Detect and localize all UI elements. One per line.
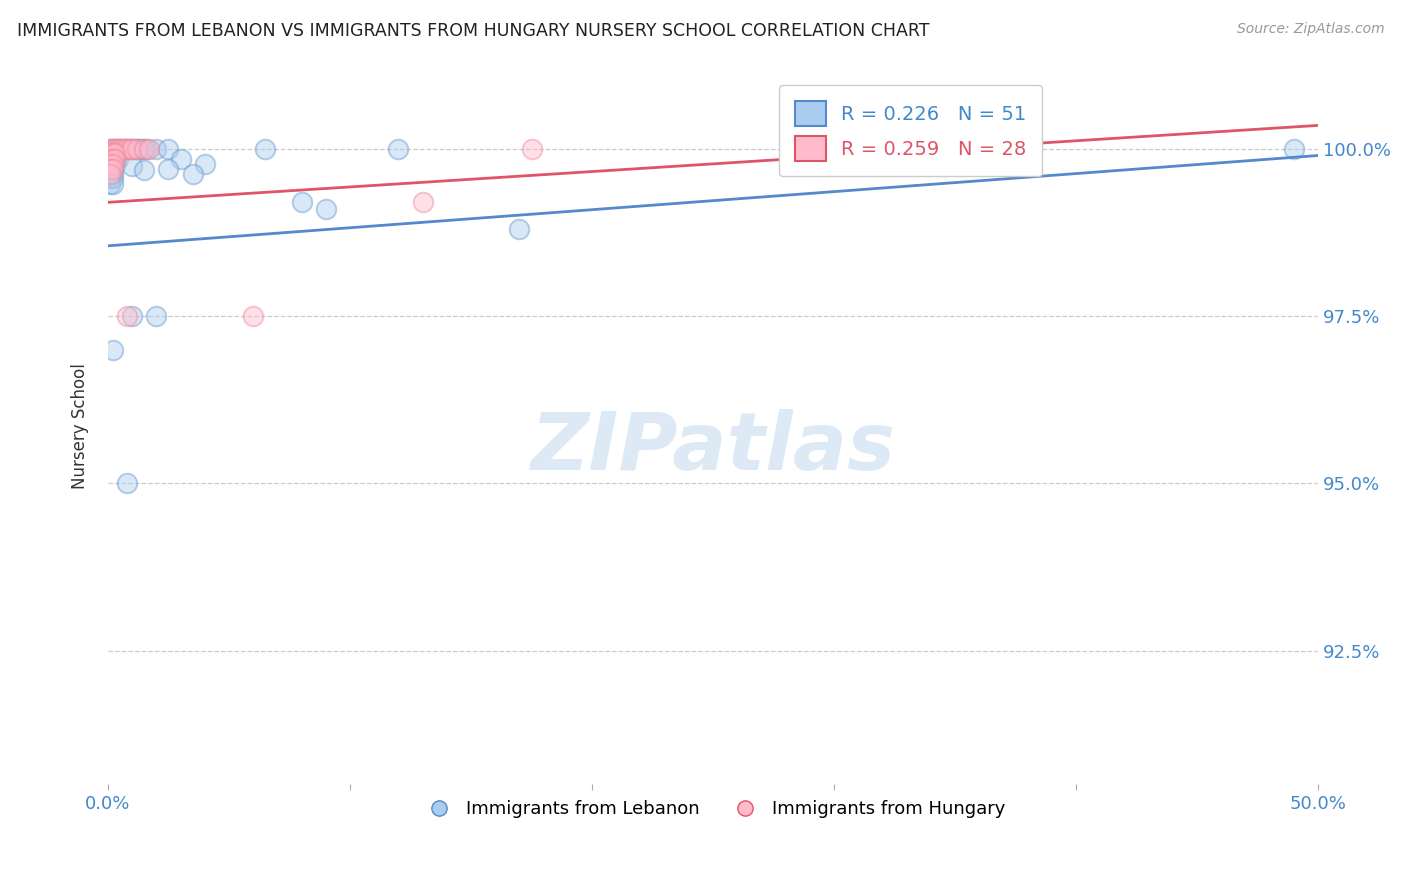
Point [104, 146, 127, 161]
Point [181, 167, 204, 181]
Point [157, 161, 180, 176]
Point [254, 142, 277, 156]
Point [387, 142, 409, 156]
Point [111, 142, 134, 156]
Point [117, 476, 139, 491]
Point [125, 142, 148, 156]
Point [145, 309, 167, 323]
Point [121, 309, 143, 323]
Point [101, 142, 124, 156]
Point [108, 142, 131, 156]
Point [1282, 142, 1305, 156]
Point [111, 142, 134, 156]
Point [138, 142, 160, 156]
Point [100, 142, 122, 156]
Point [114, 142, 136, 156]
Point [134, 142, 156, 156]
Point [169, 152, 191, 166]
Point [125, 142, 148, 156]
Point [101, 152, 124, 166]
Point [117, 142, 139, 156]
Point [145, 142, 167, 156]
Point [315, 202, 337, 216]
Point [100, 152, 122, 166]
Point [135, 142, 157, 156]
Point [100, 167, 122, 181]
Point [107, 142, 129, 156]
Point [101, 161, 124, 176]
Point [412, 195, 434, 210]
Point [101, 177, 124, 191]
Point [128, 142, 150, 156]
Point [121, 159, 143, 173]
Text: ZIPatlas: ZIPatlas [530, 409, 896, 487]
Point [134, 163, 156, 178]
Point [117, 142, 139, 156]
Point [117, 309, 139, 323]
Point [194, 156, 217, 170]
Point [107, 142, 129, 156]
Point [101, 142, 124, 156]
Point [104, 156, 127, 170]
Point [124, 142, 146, 156]
Point [508, 222, 530, 236]
Point [104, 146, 127, 161]
Point [101, 161, 124, 176]
Point [291, 195, 314, 210]
Point [100, 161, 122, 176]
Point [118, 142, 141, 156]
Point [100, 152, 122, 166]
Point [134, 142, 156, 156]
Point [100, 142, 122, 156]
Point [121, 142, 143, 156]
Point [157, 142, 180, 156]
Point [107, 152, 129, 166]
Point [121, 142, 143, 156]
Point [100, 146, 122, 161]
Point [114, 142, 136, 156]
Y-axis label: Nursery School: Nursery School [72, 364, 89, 490]
Point [104, 142, 127, 156]
Point [104, 152, 127, 166]
Point [100, 167, 122, 181]
Text: Source: ZipAtlas.com: Source: ZipAtlas.com [1237, 22, 1385, 37]
Point [101, 152, 124, 166]
Point [108, 142, 131, 156]
Point [100, 156, 122, 170]
Point [104, 142, 127, 156]
Point [101, 146, 124, 161]
Point [101, 171, 124, 186]
Point [131, 142, 153, 156]
Point [118, 142, 141, 156]
Point [100, 171, 122, 186]
Point [100, 161, 122, 176]
Point [104, 152, 127, 166]
Point [520, 142, 543, 156]
Point [101, 343, 124, 357]
Point [100, 177, 122, 191]
Point [101, 146, 124, 161]
Point [242, 309, 264, 323]
Point [100, 156, 122, 170]
Point [101, 167, 124, 181]
Legend: Immigrants from Lebanon, Immigrants from Hungary: Immigrants from Lebanon, Immigrants from… [413, 793, 1012, 825]
Text: IMMIGRANTS FROM LEBANON VS IMMIGRANTS FROM HUNGARY NURSERY SCHOOL CORRELATION CH: IMMIGRANTS FROM LEBANON VS IMMIGRANTS FR… [17, 22, 929, 40]
Point [101, 156, 124, 170]
Point [101, 156, 124, 170]
